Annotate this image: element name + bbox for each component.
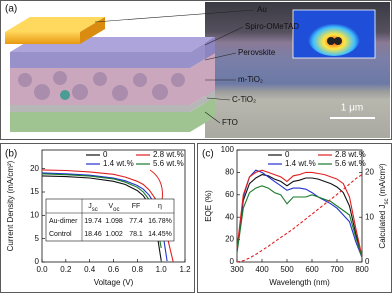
y-tick-label: 5 [35, 234, 40, 243]
leader-line [204, 111, 221, 124]
x-axis-label: Wavelength (nm) [269, 278, 330, 287]
x-axis-label: Voltage (V) [94, 278, 134, 287]
y-tick-label: 60 [225, 190, 234, 199]
series-line [236, 169, 363, 257]
table-header: FF [132, 203, 141, 210]
c-tio2-layer [10, 90, 215, 112]
y-tick-label: 15 [30, 187, 39, 196]
table-cell: 14.45% [148, 231, 172, 238]
y-tick-label: 0 [230, 257, 235, 266]
y-tick-label: 80 [225, 168, 234, 177]
text-part: (mA/cm²) [378, 163, 387, 198]
layer-label: C-TiO₂ [232, 95, 256, 104]
table-frame [45, 198, 175, 242]
text-part: sc [92, 207, 98, 213]
y-tick-label: 0 [35, 257, 40, 266]
table-cell: 16.78% [148, 218, 172, 225]
particle [327, 37, 335, 45]
x-tick-label: 800 [355, 265, 369, 274]
x-tick-label: 0.0 [36, 265, 48, 274]
nanoparticles [18, 71, 185, 101]
field-hotspot [308, 20, 360, 56]
y-axis-label: EQE (%) [204, 190, 213, 222]
y-axis-label: Current Density (mA/cm²) [6, 160, 15, 251]
legend-label: 2.8 wt.% [335, 150, 366, 159]
table-cell: 19.74 [84, 218, 102, 225]
layer-label: Spiro-OMeTAD [245, 22, 299, 31]
text-part: FF [132, 203, 141, 210]
text-part: V [108, 203, 113, 210]
y-tick-label: 20 [225, 235, 234, 244]
x-tick-label: 300 [230, 265, 244, 274]
x-tick-label: 0.4 [84, 265, 96, 274]
y2-tick-label: 10 [365, 212, 374, 221]
layer-label: Perovskite [238, 48, 276, 57]
leader-line [204, 52, 237, 61]
text-part: J [88, 203, 92, 210]
x-tick-label: 0.8 [132, 265, 144, 274]
series-line [236, 174, 363, 263]
x-tick-label: 600 [305, 265, 319, 274]
y-tick-label: 10 [30, 210, 39, 219]
series-line [236, 185, 363, 258]
panel-label: (a) [5, 4, 17, 15]
layer-label: m-TiO₂ [238, 75, 263, 84]
layer-label: Au [257, 5, 267, 14]
panel-label: (c) [202, 149, 214, 160]
plot-frame [236, 149, 363, 263]
panel-label: (b) [5, 149, 17, 160]
x-tick-label: 1.2 [179, 265, 191, 274]
x-tick-label: 400 [255, 265, 269, 274]
y-tick-label: 40 [225, 212, 234, 221]
table-cell: 1.002 [105, 231, 123, 238]
legend-label: 0 [103, 150, 108, 159]
spiro-layer [10, 37, 215, 68]
legend-label: 1.4 wt.% [103, 159, 134, 168]
legend-label: 1.4 wt.% [285, 159, 316, 168]
fto-layer [10, 97, 215, 132]
scale-bar-label: 1 μm [341, 103, 363, 114]
table-cell: 77.4 [129, 218, 143, 225]
table-header: Voc [108, 203, 119, 213]
table-cell: Control [49, 231, 72, 238]
particle [334, 37, 342, 45]
au-side [80, 17, 105, 44]
layer-label: FTO [222, 118, 238, 127]
table-cell: 78.1 [129, 231, 143, 238]
x-tick-label: 1.0 [156, 265, 168, 274]
x-tick-label: 500 [280, 265, 294, 274]
panel-a: (a) Au Spiro-OMeTAD Perovskite m-TiO₂ C-… [0, 0, 392, 140]
x-tick-label: 0.6 [108, 265, 120, 274]
text-part: oc [113, 207, 119, 213]
text-part: Calculated J [378, 205, 387, 249]
table-header: η [158, 203, 162, 210]
series-line [236, 169, 363, 258]
x-tick-label: 700 [330, 265, 344, 274]
table-cell: 1.098 [105, 218, 123, 225]
table-header: Jsc [88, 203, 98, 213]
leader-line [204, 26, 244, 46]
legend-label: 0 [285, 150, 290, 159]
legend-label: 5.6 wt.% [335, 159, 366, 168]
table-cell: 18.46 [84, 231, 102, 238]
y-tick-label: 20 [30, 164, 39, 173]
text-part: sc [384, 199, 390, 205]
au-top [5, 17, 105, 32]
text-part: η [158, 203, 162, 210]
y2-axis-label: Calculated Jsc (mA/cm²) [378, 163, 389, 248]
leader-line [206, 97, 231, 101]
au-front [5, 32, 80, 44]
leader-line [94, 9, 255, 23]
table-cell: Au-dimer [49, 218, 78, 225]
y2-tick-label: 0 [365, 257, 370, 266]
x-tick-label: 0.2 [60, 265, 72, 274]
legend-label: 2.8 wt.% [153, 150, 184, 159]
y-tick-label: 100 [221, 145, 235, 154]
y2-tick-label: 20 [365, 168, 374, 177]
legend-label: 5.6 wt.% [153, 159, 184, 168]
